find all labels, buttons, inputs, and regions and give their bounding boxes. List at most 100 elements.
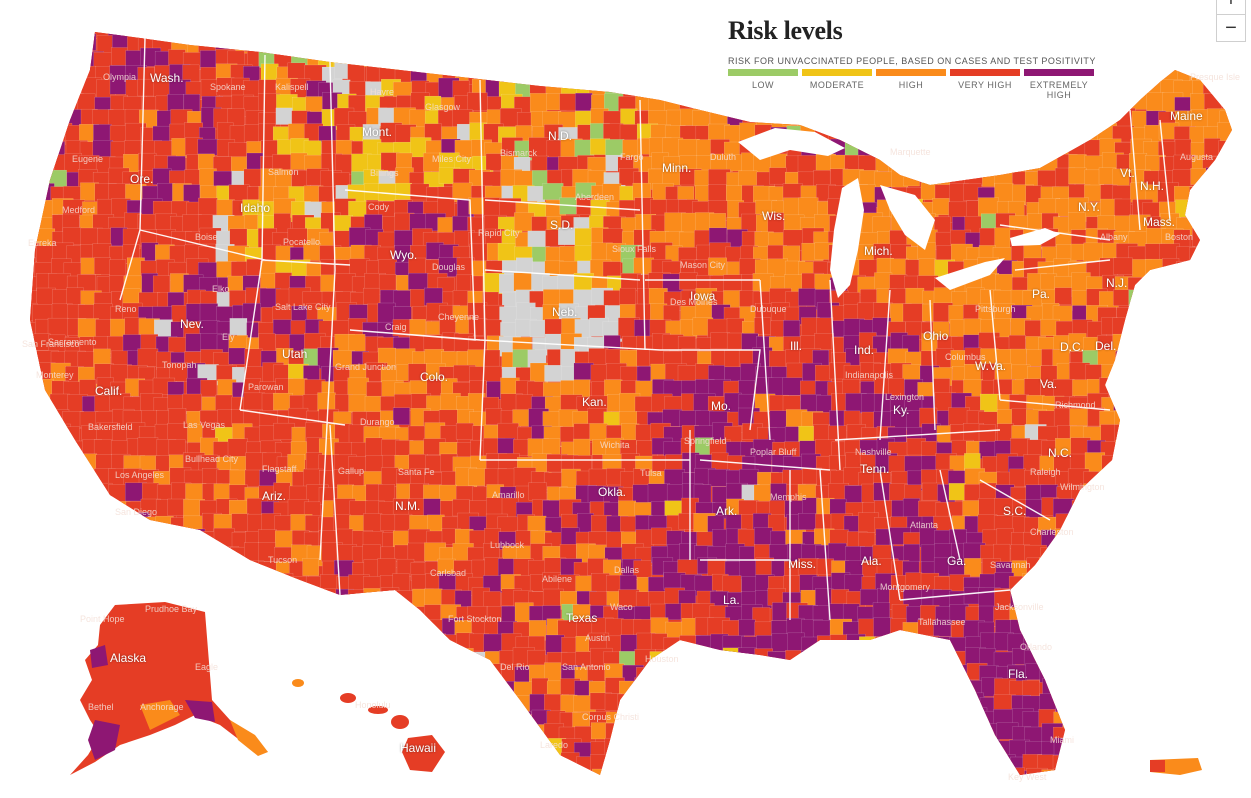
county-cell[interactable] — [1130, 591, 1149, 613]
county-cell[interactable] — [170, 572, 188, 592]
county-cell[interactable] — [380, 635, 401, 656]
county-cell[interactable] — [1071, 710, 1092, 729]
county-cell[interactable] — [678, 138, 700, 157]
county-cell[interactable] — [302, 558, 319, 576]
county-cell[interactable] — [1233, 142, 1250, 160]
county-cell[interactable] — [1159, 499, 1182, 518]
county-cell[interactable] — [754, 527, 773, 545]
county-cell[interactable] — [426, 650, 444, 667]
county-cell[interactable] — [1130, 49, 1150, 66]
county-cell[interactable] — [681, 348, 700, 366]
county-cell[interactable] — [230, 588, 253, 606]
county-cell[interactable] — [1054, 665, 1074, 684]
county-cell[interactable] — [874, 126, 897, 146]
county-cell[interactable] — [741, 697, 762, 714]
county-cell[interactable] — [1206, 767, 1226, 788]
county-cell[interactable] — [1129, 348, 1151, 370]
county-cell[interactable] — [500, 768, 518, 789]
county-cell[interactable] — [978, 424, 996, 443]
county-cell[interactable] — [903, 168, 920, 187]
county-cell[interactable] — [859, 665, 880, 685]
county-cell[interactable] — [1187, 423, 1205, 442]
county-cell[interactable] — [633, 78, 651, 96]
county-cell[interactable] — [424, 287, 443, 306]
county-cell[interactable] — [229, 785, 246, 798]
county-cell[interactable] — [157, 739, 178, 760]
county-cell[interactable] — [1176, 408, 1194, 430]
county-cell[interactable] — [1217, 50, 1237, 69]
county-cell[interactable] — [290, 755, 311, 775]
county-cell[interactable] — [860, 125, 883, 145]
county-cell[interactable] — [1008, 127, 1027, 145]
county-cell[interactable] — [304, 632, 327, 651]
county-cell[interactable] — [1039, 693, 1058, 712]
county-cell[interactable] — [873, 617, 893, 637]
county-cell[interactable] — [891, 680, 910, 698]
county-cell[interactable] — [487, 707, 509, 729]
county-cell[interactable] — [347, 377, 369, 397]
county-cell[interactable] — [858, 680, 881, 700]
county-cell[interactable] — [199, 741, 218, 759]
county-cell[interactable] — [1114, 619, 1134, 638]
county-cell[interactable] — [20, 752, 40, 773]
county-cell[interactable] — [637, 708, 659, 727]
county-cell[interactable] — [1038, 557, 1056, 578]
county-cell[interactable] — [1102, 483, 1120, 501]
county-cell[interactable] — [63, 637, 86, 654]
county-cell[interactable] — [828, 542, 847, 562]
county-cell[interactable] — [1097, 681, 1116, 702]
county-cell[interactable] — [48, 528, 68, 549]
county-cell[interactable] — [1222, 542, 1240, 564]
county-cell[interactable] — [1174, 709, 1193, 730]
county-cell[interactable] — [1191, 273, 1210, 293]
county-cell[interactable] — [921, 635, 940, 654]
county-cell[interactable] — [1172, 382, 1191, 403]
county-cell[interactable] — [936, 681, 956, 698]
county-cell[interactable] — [738, 767, 758, 787]
county-cell[interactable] — [1100, 517, 1119, 538]
county-cell[interactable] — [1053, 108, 1073, 128]
county-cell[interactable] — [707, 753, 726, 771]
county-cell[interactable] — [650, 726, 668, 746]
county-cell[interactable] — [1221, 408, 1243, 426]
county-cell[interactable] — [275, 107, 293, 125]
county-cell[interactable] — [1189, 247, 1209, 266]
county-cell[interactable] — [680, 81, 702, 102]
county-cell[interactable] — [18, 427, 40, 445]
county-cell[interactable] — [979, 125, 1001, 146]
county-cell[interactable] — [1205, 167, 1225, 185]
county-cell[interactable] — [32, 633, 50, 651]
county-cell[interactable] — [694, 664, 716, 683]
county-cell[interactable] — [964, 109, 982, 128]
county-cell[interactable] — [440, 18, 459, 38]
county-cell[interactable] — [66, 787, 88, 798]
county-cell[interactable] — [276, 37, 295, 58]
county-cell[interactable] — [1233, 756, 1251, 776]
county-cell[interactable] — [36, 546, 56, 568]
county-cell[interactable] — [126, 573, 144, 592]
county-cell[interactable] — [1147, 603, 1167, 625]
county-cell[interactable] — [81, 559, 104, 577]
county-cell[interactable] — [424, 679, 444, 698]
county-cell[interactable] — [51, 558, 74, 578]
county-cell[interactable] — [950, 737, 971, 755]
county-cell[interactable] — [21, 742, 42, 762]
county-cell[interactable] — [589, 786, 606, 798]
county-cell[interactable] — [1206, 257, 1229, 278]
county-cell[interactable] — [289, 725, 307, 745]
county-cell[interactable] — [1217, 771, 1240, 792]
county-cell[interactable] — [1233, 154, 1251, 172]
county-cell[interactable] — [1146, 621, 1166, 641]
county-cell[interactable] — [34, 678, 57, 700]
county-cell[interactable] — [1222, 664, 1239, 685]
county-cell[interactable] — [352, 619, 370, 641]
county-cell[interactable] — [784, 786, 803, 798]
county-cell[interactable] — [1217, 573, 1238, 595]
county-cell[interactable] — [1174, 738, 1193, 758]
county-cell[interactable] — [904, 648, 927, 667]
county-cell[interactable] — [544, 365, 562, 382]
county-cell[interactable] — [378, 652, 397, 673]
county-cell[interactable] — [1131, 574, 1150, 592]
county-cell[interactable] — [710, 332, 730, 350]
county-cell[interactable] — [1115, 727, 1135, 746]
